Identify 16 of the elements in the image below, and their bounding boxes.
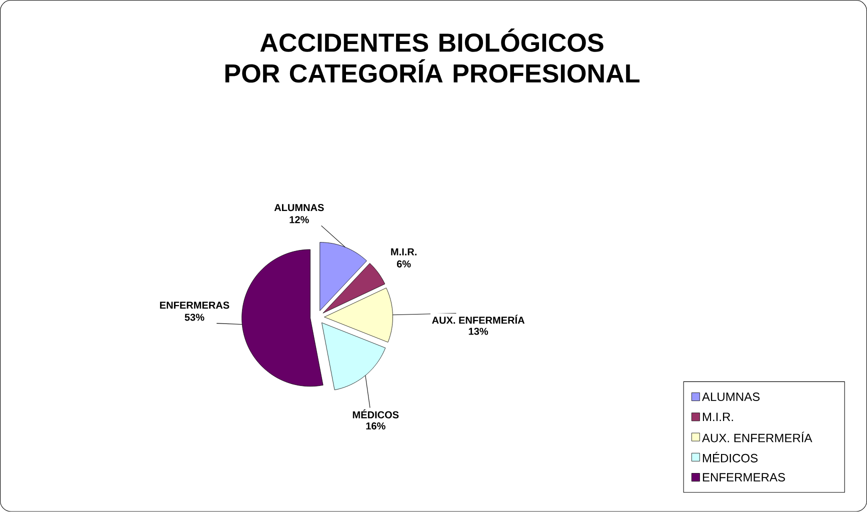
data-label: 53% xyxy=(184,314,204,321)
data-label: 13% xyxy=(468,328,488,336)
legend-label: ENFERMERAS xyxy=(702,473,785,482)
slice-label: MÉDICOS xyxy=(352,409,399,418)
legend-label: M.I.R. xyxy=(702,412,733,422)
legend-label: AUX. ENFERMERÍA xyxy=(702,432,812,442)
slice-label: ENFERMERAS xyxy=(160,302,230,309)
data-label: 16% xyxy=(366,422,386,430)
legend-label: ALUMNAS xyxy=(702,392,760,402)
data-label: 12% xyxy=(290,216,309,224)
chart-title: ACCIDENTES BIOLÓGICOS POR CATEGORÍA PROFESIONAL xyxy=(225,28,640,83)
slice-label: M.I.R. xyxy=(391,248,417,256)
slice-label: ALUMNAS xyxy=(274,204,324,212)
legend-label: MÉDICOS xyxy=(702,452,758,463)
slice-label: AUX. ENFERMERÍA xyxy=(432,314,525,324)
data-label: 6% xyxy=(396,260,411,268)
